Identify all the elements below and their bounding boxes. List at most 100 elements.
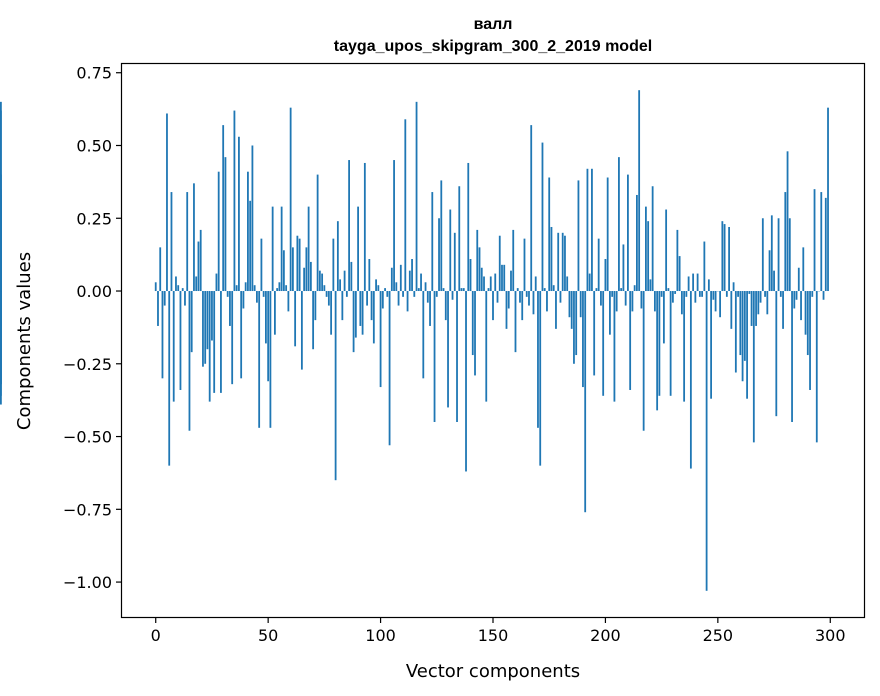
bar <box>766 291 769 315</box>
bar <box>312 291 315 350</box>
bar <box>707 279 710 292</box>
bar <box>395 282 398 292</box>
bar <box>530 125 533 292</box>
bar <box>725 291 728 297</box>
bar <box>390 267 393 292</box>
bar <box>422 291 425 379</box>
bar <box>440 180 443 292</box>
bar <box>271 206 274 292</box>
bar <box>752 291 755 443</box>
bar <box>215 273 218 292</box>
bar <box>424 282 427 292</box>
bar <box>555 291 557 329</box>
bar <box>548 177 551 292</box>
bar <box>188 291 191 431</box>
bar <box>406 291 409 312</box>
bar <box>611 291 614 297</box>
bar <box>734 291 737 373</box>
bar <box>525 291 528 297</box>
bar <box>579 291 582 318</box>
bar <box>404 119 407 292</box>
bar <box>487 288 490 292</box>
bar <box>197 241 200 292</box>
bar <box>366 291 368 306</box>
bar <box>0 174 2 292</box>
bar <box>256 291 258 303</box>
bar <box>636 194 638 292</box>
bar <box>730 291 733 329</box>
bar <box>291 247 294 292</box>
bar <box>318 270 321 292</box>
bar <box>467 162 470 292</box>
bar <box>809 291 811 390</box>
bars <box>0 90 829 591</box>
bar <box>456 291 458 422</box>
bar <box>514 291 517 353</box>
bar <box>334 291 337 481</box>
bar <box>653 291 656 312</box>
bar <box>689 291 692 469</box>
bar <box>296 235 299 292</box>
bar <box>298 238 301 292</box>
bar <box>420 273 422 292</box>
plot-frame <box>120 62 866 619</box>
bar <box>507 291 510 309</box>
bar <box>381 291 384 309</box>
bar <box>667 288 670 292</box>
bar <box>260 238 263 292</box>
bar <box>170 192 173 292</box>
bar <box>354 291 357 338</box>
bar <box>327 291 330 306</box>
bar <box>512 229 515 292</box>
bar <box>238 136 240 292</box>
y-tick-label: −0.50 <box>63 428 112 447</box>
bar <box>539 291 542 466</box>
bar <box>665 209 668 292</box>
bar <box>629 291 632 390</box>
bar <box>265 291 267 344</box>
bar <box>206 291 209 350</box>
bar <box>813 189 816 292</box>
bar <box>213 291 216 393</box>
bar <box>397 291 400 306</box>
bar <box>613 291 616 402</box>
bar <box>348 160 350 292</box>
bar <box>289 107 292 292</box>
bar <box>300 291 303 370</box>
bar <box>343 270 346 292</box>
bar <box>474 291 476 376</box>
bar <box>190 291 193 353</box>
bar <box>827 107 829 292</box>
bar <box>618 157 620 292</box>
bar <box>797 267 800 292</box>
bar <box>647 221 650 292</box>
bar <box>253 285 256 292</box>
bar <box>453 232 456 292</box>
bar <box>694 291 697 303</box>
bar <box>350 261 353 292</box>
bar <box>615 291 618 312</box>
bar <box>240 291 243 379</box>
bar <box>719 291 721 318</box>
bar <box>345 291 348 297</box>
bar <box>168 291 171 466</box>
bar <box>750 291 753 326</box>
bar <box>465 291 467 472</box>
bar <box>235 285 238 292</box>
bar <box>172 291 175 402</box>
bar <box>519 291 521 303</box>
bar <box>413 291 416 297</box>
bar <box>280 206 283 292</box>
bar <box>676 229 679 292</box>
bar <box>274 291 276 335</box>
bar <box>523 238 526 292</box>
bar <box>588 273 591 292</box>
bar <box>746 291 748 399</box>
bar <box>444 291 447 321</box>
bar <box>505 291 508 329</box>
bar <box>510 270 512 292</box>
bar <box>220 291 222 393</box>
bar <box>662 291 665 344</box>
bar <box>195 276 198 292</box>
